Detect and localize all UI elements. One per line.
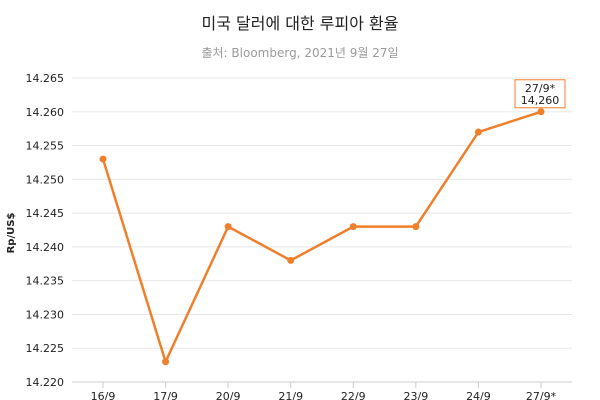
chart-subtitle: 출처: Bloomberg, 2021년 9월 27일 [201,46,399,60]
data-tooltip: 27/9*14,260 [514,79,566,109]
y-tick-label: 14.255 [26,140,65,153]
y-tick-label: 14.250 [26,173,65,186]
chart-title: 미국 달러에 대한 루피아 환율 [201,14,399,33]
data-point[interactable] [162,358,170,366]
x-tick-label: 20/9 [216,390,241,400]
x-tick-label: 22/9 [341,390,366,400]
x-axis: 16/9 17/9 20/9 21/9 22/9 23/9 24/9 27/9* [72,381,572,400]
y-tick-label: 14.220 [26,376,65,389]
data-point[interactable] [537,108,545,116]
x-tick-label: 17/9 [153,390,178,400]
tooltip-category: 27/9* [525,82,556,95]
y-tick-label: 14.230 [26,308,65,321]
series-path [101,110,542,363]
data-point[interactable] [474,128,482,136]
tooltip-box [514,79,566,109]
y-axis-label: Rp/US$ [6,213,17,254]
x-tick-label: 24/9 [466,390,491,400]
x-tick-label: 23/9 [404,390,429,400]
data-point[interactable] [224,223,232,231]
series-line [99,108,545,366]
y-tick-label: 14.245 [26,207,65,220]
y-tick-label: 14.240 [26,241,65,254]
data-point[interactable] [412,223,420,231]
x-tick-label: 27/9* [526,390,557,400]
grid-lines [72,77,572,383]
y-tick-label: 14.265 [26,72,65,85]
x-tick-label: 21/9 [278,390,303,400]
y-axis: 14.220 14.225 14.230 14.235 14.240 14.245 14.2… [26,72,65,389]
tooltip-value: 14,260 [521,94,560,107]
y-tick-label: 14.260 [26,106,65,119]
data-point[interactable] [349,223,357,231]
x-tick-label: 16/9 [91,390,116,400]
y-tick-label: 14.225 [26,342,65,355]
data-point[interactable] [99,155,107,163]
data-point[interactable] [287,256,295,264]
y-tick-label: 14.235 [26,275,65,288]
